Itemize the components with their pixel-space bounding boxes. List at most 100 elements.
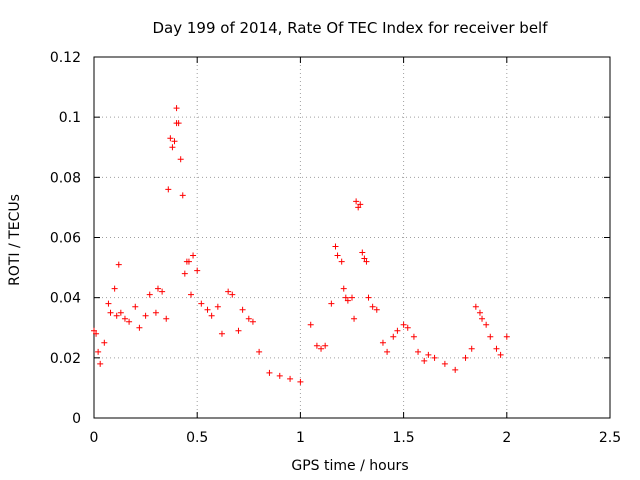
data-point <box>390 333 397 340</box>
data-point <box>154 285 161 292</box>
y-tick-label: 0.04 <box>50 291 81 307</box>
data-point <box>400 321 407 328</box>
data-point <box>181 270 188 277</box>
data-point <box>121 315 128 322</box>
data-point <box>159 288 166 295</box>
data-point <box>334 252 341 259</box>
data-point <box>410 333 417 340</box>
data-point <box>425 351 432 358</box>
data-point <box>479 315 486 322</box>
x-tick-label: 1.5 <box>392 430 414 446</box>
data-point <box>185 258 192 265</box>
data-point <box>373 306 380 313</box>
data-point <box>198 300 205 307</box>
data-point <box>95 348 102 355</box>
data-point <box>340 285 347 292</box>
data-point <box>256 348 263 355</box>
data-point <box>97 360 104 367</box>
x-tick-label: 0 <box>90 430 99 446</box>
data-point <box>497 351 504 358</box>
data-point <box>132 303 139 310</box>
data-point <box>113 312 120 319</box>
data-point <box>332 243 339 250</box>
data-point <box>111 285 118 292</box>
data-point <box>188 291 195 298</box>
y-axis-label: ROTI / TECUs <box>7 194 23 286</box>
data-point <box>357 201 364 208</box>
data-point <box>235 327 242 334</box>
data-point <box>404 324 411 331</box>
data-point <box>101 339 108 346</box>
data-point <box>169 144 176 151</box>
data-point <box>239 306 246 313</box>
axis-ticks: 0 0.5 1 1.5 2 2.5 0 0.02 0.04 0.06 0.08 0.1 0.12 <box>50 50 621 446</box>
data-point <box>363 258 370 265</box>
data-point <box>204 306 211 313</box>
data-point <box>179 192 186 199</box>
data-point <box>276 372 283 379</box>
y-tick-label: 0.1 <box>59 110 81 126</box>
data-point <box>142 312 149 319</box>
data-point <box>208 312 215 319</box>
data-point <box>462 354 469 361</box>
data-point <box>194 267 201 274</box>
data-point <box>353 198 360 205</box>
data-point <box>152 309 159 316</box>
data-point <box>384 348 391 355</box>
chart-title: Day 199 of 2014, Rate Of TEC Index for r… <box>152 19 548 37</box>
data-point <box>365 294 372 301</box>
data-point <box>245 315 252 322</box>
data-point <box>93 330 100 337</box>
data-point <box>361 255 368 262</box>
data-point <box>355 204 362 211</box>
data-point <box>117 309 124 316</box>
data-point <box>165 186 172 193</box>
data-point <box>344 297 351 304</box>
data-point <box>431 354 438 361</box>
data-point <box>338 258 345 265</box>
y-tick-label: 0.06 <box>50 231 81 247</box>
data-point <box>359 249 366 256</box>
data-point <box>342 294 349 301</box>
data-point <box>313 342 320 349</box>
data-point <box>214 303 221 310</box>
data-point <box>173 105 180 112</box>
data-point <box>452 366 459 373</box>
data-point <box>394 327 401 334</box>
x-tick-label: 2.5 <box>599 430 621 446</box>
data-point <box>126 318 133 325</box>
data-point <box>297 378 304 385</box>
data-point <box>105 300 112 307</box>
x-tick-label: 0.5 <box>186 430 208 446</box>
data-point <box>218 330 225 337</box>
data-point <box>167 135 174 142</box>
data-point <box>177 156 184 163</box>
data-point <box>91 327 97 334</box>
data-point <box>468 345 475 352</box>
data-point <box>175 120 182 127</box>
x-tick-label: 1 <box>296 430 305 446</box>
data-point <box>421 357 428 364</box>
data-point <box>487 333 494 340</box>
data-point <box>476 309 483 316</box>
data-point <box>351 315 358 322</box>
data-point <box>163 315 170 322</box>
data-point <box>229 291 236 298</box>
plot-frame <box>93 56 611 419</box>
data-point <box>493 345 500 352</box>
data-point <box>225 288 232 295</box>
data-points <box>91 105 510 385</box>
data-point <box>415 348 422 355</box>
x-tick-label: 2 <box>502 430 511 446</box>
grid-lines <box>94 57 610 418</box>
y-tick-label: 0.08 <box>50 170 81 186</box>
x-axis-label: GPS time / hours <box>291 458 408 474</box>
y-tick-label: 0.12 <box>50 50 81 66</box>
data-point <box>322 342 329 349</box>
data-point <box>287 375 294 382</box>
y-tick-label: 0 <box>72 411 81 427</box>
data-point <box>107 309 114 316</box>
data-point <box>503 333 510 340</box>
y-tick-label: 0.02 <box>50 351 81 367</box>
